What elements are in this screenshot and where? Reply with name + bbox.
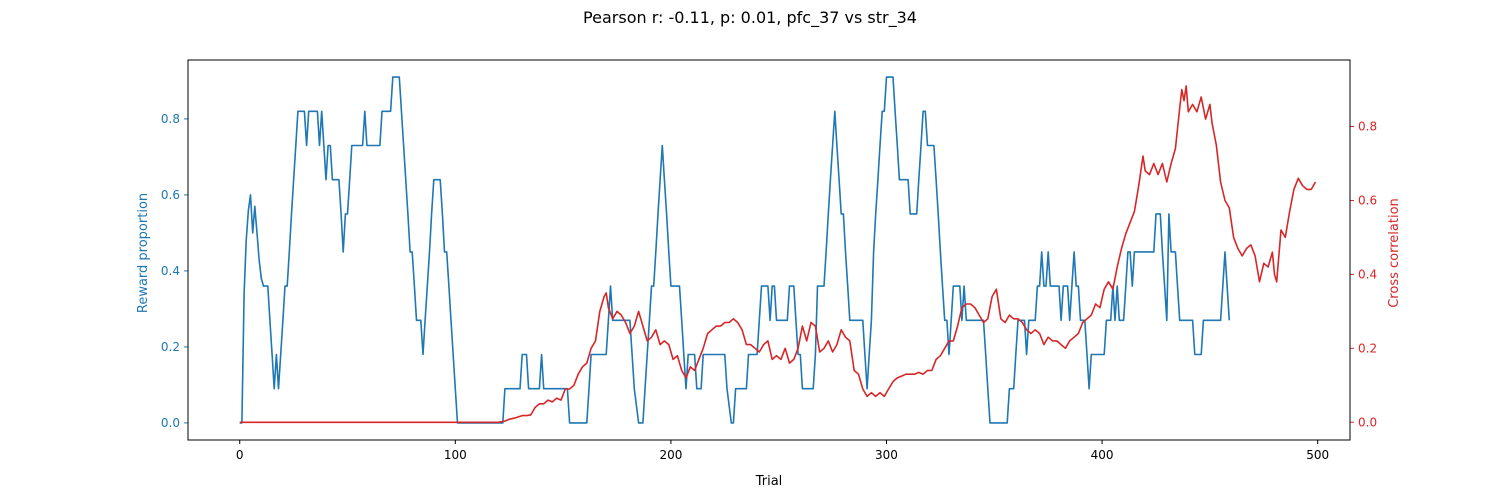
- chart-title: Pearson r: -0.11, p: 0.01, pfc_37 vs str…: [583, 8, 917, 28]
- right-y-tick-label: 0.6: [1358, 193, 1377, 207]
- x-tick-label: 200: [659, 448, 682, 462]
- x-tick-label: 100: [444, 448, 467, 462]
- right-y-tick-label: 0.0: [1358, 415, 1377, 429]
- x-tick-label: 0: [236, 448, 244, 462]
- x-tick-label: 400: [1091, 448, 1114, 462]
- right-y-tick-label: 0.2: [1358, 341, 1377, 355]
- left-y-tick-label: 0.6: [161, 188, 180, 202]
- right-y-axis-label: Cross correlation: [1387, 198, 1402, 308]
- right-y-tick-label: 0.4: [1358, 267, 1377, 281]
- x-tick-label: 500: [1306, 448, 1329, 462]
- reward-proportion-line: [239, 76, 1231, 424]
- axis-ticks: 0 100 200 300 400 500 0.0 0.2 0.4 0.6 0.8 0.0 0.2 0.4…: [161, 112, 1377, 462]
- left-y-tick-label: 0.4: [161, 264, 180, 278]
- left-y-tick-label: 0.8: [161, 112, 180, 126]
- x-axis-label: Trial: [755, 474, 783, 489]
- left-y-tick-label: 0.0: [161, 416, 180, 430]
- x-tick-label: 300: [875, 448, 898, 462]
- left-y-axis-label: Reward proportion: [136, 193, 151, 313]
- cross-correlation-line: [239, 85, 1317, 424]
- right-y-tick-label: 0.8: [1358, 120, 1377, 134]
- plot-frame: [187, 59, 1351, 441]
- left-y-tick-label: 0.2: [161, 340, 180, 354]
- plot-area: [239, 76, 1317, 424]
